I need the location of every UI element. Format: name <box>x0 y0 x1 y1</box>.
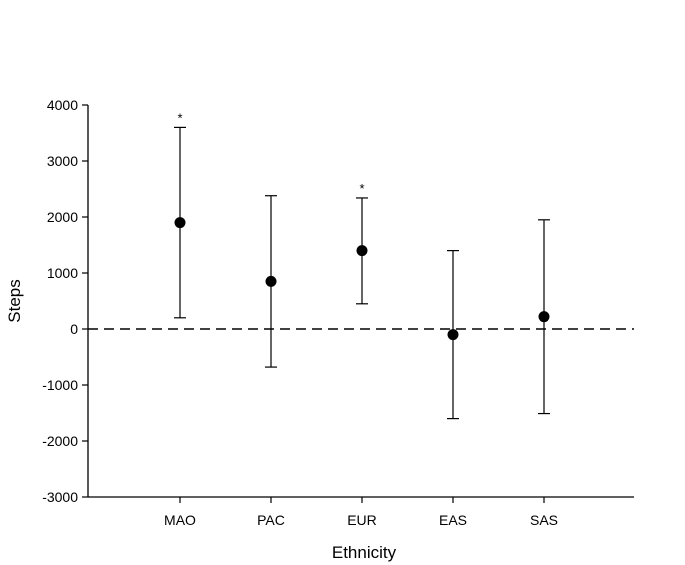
point-group-eur: * <box>356 181 368 305</box>
point-group-pac <box>265 195 277 368</box>
y-tick-label: -1000 <box>42 377 78 393</box>
data-point <box>174 217 186 229</box>
x-axis-title: Ethnicity <box>332 543 397 562</box>
x-tick-label-pac: PAC <box>257 512 285 528</box>
axes: 4000 3000 2000 1000 0 -1000 -2000 -3000 MAO PAC EU… <box>42 97 634 528</box>
y-tick-label: 1000 <box>47 265 78 281</box>
x-tick-label-sas: SAS <box>530 512 558 528</box>
y-tick-label: 4000 <box>47 97 78 113</box>
data-point <box>447 329 459 341</box>
significance-marker: * <box>359 181 364 196</box>
x-tick-label-eur: EUR <box>347 512 377 528</box>
point-group-eas <box>447 250 459 420</box>
axis-labels: Ethnicity Steps <box>5 279 397 562</box>
y-axis-title: Steps <box>5 279 24 322</box>
y-tick-label: -2000 <box>42 433 78 449</box>
y-tick-label: 2000 <box>47 209 78 225</box>
x-tick-label-eas: EAS <box>439 512 467 528</box>
y-tick-label: 3000 <box>47 153 78 169</box>
significance-marker: * <box>177 110 182 125</box>
y-tick-label: -3000 <box>42 489 78 505</box>
point-group-mao: * <box>174 110 186 319</box>
data-series: ** <box>174 110 550 420</box>
data-point <box>265 275 277 287</box>
data-point <box>538 311 550 323</box>
y-tick-label: 0 <box>70 321 78 337</box>
x-tick-label-mao: MAO <box>164 512 196 528</box>
data-point <box>356 245 368 257</box>
point-group-sas <box>538 219 550 415</box>
